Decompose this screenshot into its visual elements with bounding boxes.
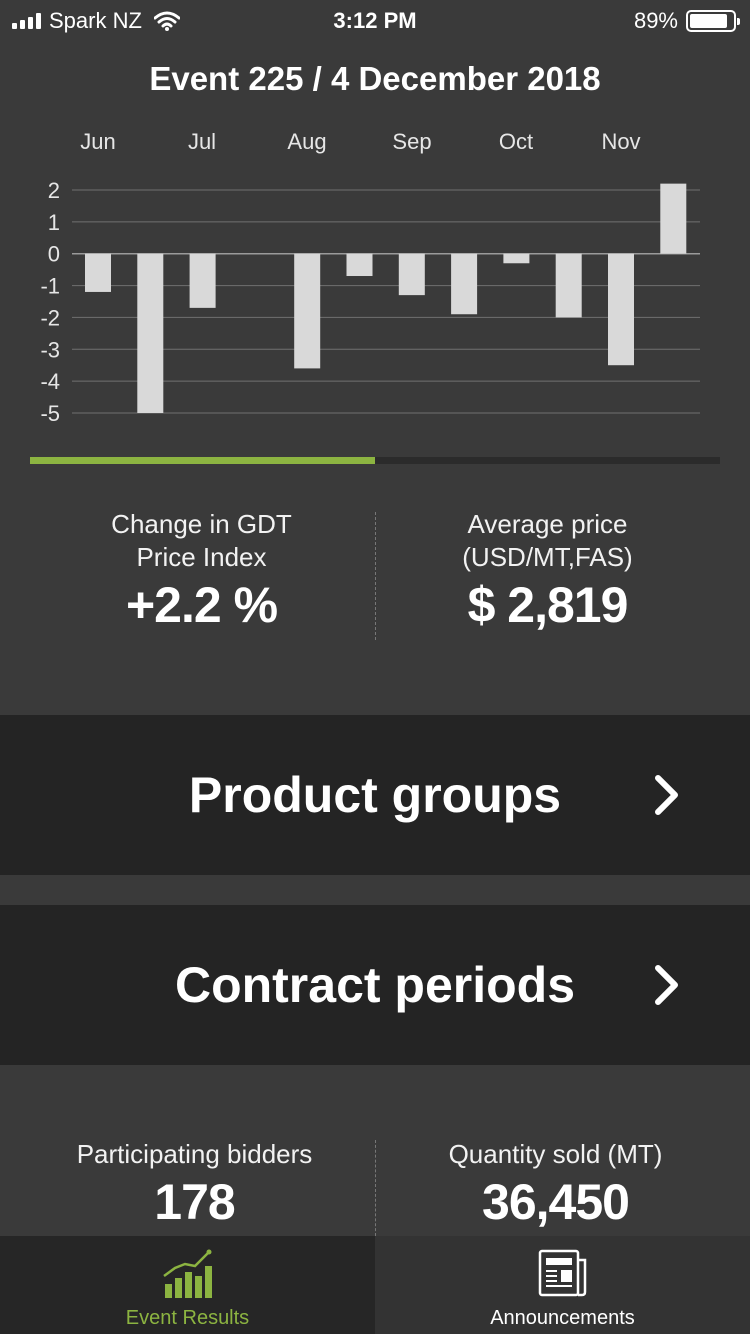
tab-event-results-label: Event Results (125, 1307, 250, 1329)
status-bar: Spark NZ 3:12 PM 89% (0, 0, 750, 42)
bidders-value: 178 (154, 1174, 235, 1230)
chart-bar (555, 253, 582, 318)
price-index-chart: Jun Jul Aug Sep Oct Nov 2 1 0 -1 -2 -3 -4 -5 (40, 129, 700, 426)
page-progress-fill (30, 457, 375, 464)
chart-bar (398, 253, 425, 296)
x-tick-label: Jun (80, 129, 115, 154)
chart-bar (137, 253, 164, 413)
chart-bar (660, 183, 687, 254)
bidders-stat: Participating bidders 178 (7, 1138, 382, 1231)
quantity-stat: Quantity sold (MT) 36,450 (368, 1138, 743, 1231)
contract-periods-row[interactable]: Contract periods (0, 905, 750, 1065)
chart-bar (608, 253, 634, 366)
y-tick-label: -4 (40, 369, 60, 394)
status-left: Spark NZ (12, 8, 180, 34)
y-tick-label: 0 (48, 242, 60, 267)
price-stat: Average price (USD/MT,FAS) $ 2,819 (360, 508, 735, 634)
wifi-icon (153, 11, 180, 31)
y-tick-label: 1 (48, 210, 60, 235)
tab-event-results[interactable]: Event Results (0, 1236, 375, 1334)
event-title: Event 225 / 4 December 2018 (149, 60, 601, 97)
product-groups-label: Product groups (188, 767, 562, 823)
y-tick-label: 2 (48, 178, 60, 203)
bidders-label: Participating bidders (76, 1139, 313, 1169)
battery-icon (686, 10, 740, 32)
chart-bar (85, 253, 111, 292)
x-tick-label: Aug (287, 129, 326, 154)
tab-announcements-label: Announcements (490, 1307, 635, 1329)
y-tick-label: -1 (40, 274, 60, 299)
x-tick-label: Jul (188, 129, 216, 154)
chart-bar (189, 253, 216, 308)
chart-bar (503, 253, 530, 264)
tab-bar: Event Results Announcements (0, 1236, 750, 1334)
tab-announcements[interactable]: Announcements (375, 1236, 750, 1334)
price-value: $ 2,819 (467, 577, 629, 633)
change-value: +2.2 % (125, 577, 278, 633)
x-tick-label: Oct (499, 129, 533, 154)
chevron-right-icon (655, 775, 678, 815)
y-tick-label: -3 (40, 337, 60, 362)
chart-bar (346, 253, 373, 277)
cellular-signal-icon (12, 13, 41, 29)
change-stat: Change in GDT Price Index +2.2 % (14, 508, 389, 634)
chevron-right-icon (655, 965, 678, 1005)
page-progress-track (30, 457, 720, 464)
chart-bar (294, 253, 321, 369)
bar-chart-trend-icon (162, 1249, 212, 1298)
price-label-line2: (USD/MT,FAS) (462, 542, 633, 572)
y-tick-label: -5 (40, 401, 60, 426)
x-tick-label: Nov (601, 129, 640, 154)
contract-periods-label: Contract periods (174, 957, 576, 1013)
battery-percent: 89% (633, 8, 678, 33)
newspaper-icon (538, 1249, 586, 1297)
price-label-line1: Average price (467, 509, 628, 539)
product-groups-row[interactable]: Product groups (0, 715, 750, 875)
carrier-name: Spark NZ (49, 8, 142, 33)
change-label: Change in GDT Price Index (111, 509, 292, 572)
status-right: 89% (633, 8, 740, 34)
quantity-value: 36,450 (482, 1174, 630, 1230)
battery-fill (690, 14, 728, 28)
x-tick-label: Sep (392, 129, 431, 154)
chart-bar (451, 253, 478, 315)
status-time: 3:12 PM (333, 8, 417, 33)
stats-divider-bottom (375, 1140, 376, 1236)
stats-divider-top (375, 512, 376, 640)
y-tick-label: -2 (40, 305, 60, 330)
quantity-label: Quantity sold (MT) (448, 1139, 663, 1169)
